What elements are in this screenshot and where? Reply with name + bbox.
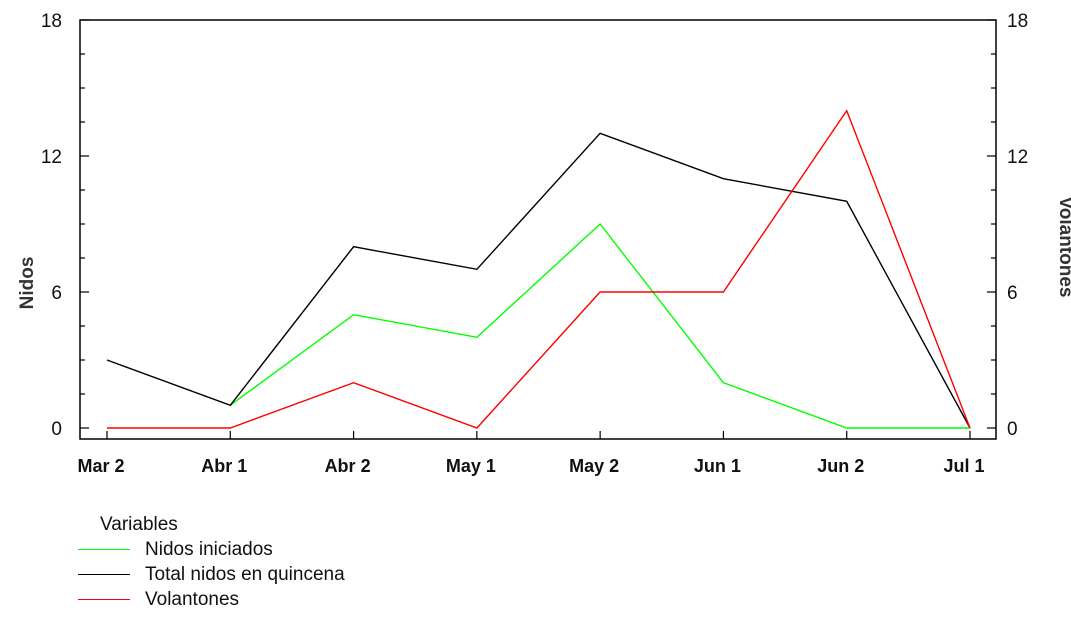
y2-tick-label: 12	[1007, 147, 1028, 168]
legend-swatch-nidos-iniciados	[78, 549, 130, 550]
legend-label: Nidos iniciados	[145, 539, 273, 560]
y-tick-label: 6	[51, 283, 62, 304]
series-line-1	[229, 222, 970, 429]
legend-item: Total nidos en quincena	[78, 562, 345, 587]
axis-ticks	[80, 19, 996, 439]
y2-axis-title: Volantones	[1055, 197, 1071, 298]
legend: Variables Nidos iniciados Total nidos en…	[78, 513, 345, 612]
legend-item: Volantones	[78, 587, 345, 612]
legend-swatch-volantones	[78, 599, 130, 600]
x-tick-label: May 1	[446, 456, 496, 476]
y2-tick-labels: 0 6 12 18	[1007, 11, 1028, 440]
y-axis-title: Nidos	[17, 257, 38, 310]
y2-tick-label: 6	[1007, 283, 1018, 304]
legend-item: Nidos iniciados	[78, 537, 345, 562]
legend-label: Total nidos en quincena	[145, 564, 345, 585]
y-tick-label: 0	[51, 419, 62, 440]
y-tick-label: 12	[41, 147, 62, 168]
y2-tick-label: 0	[1007, 419, 1018, 440]
x-tick-label: Jul 1	[943, 456, 984, 476]
y2-tick-label: 18	[1007, 11, 1028, 32]
x-tick-label: Jun 2	[817, 456, 864, 476]
x-tick-labels: Mar 2 Abr 1 Abr 2 May 1 May 2 Jun 1 Jun 2 Jul 1	[77, 456, 984, 476]
x-tick-label: Abr 2	[325, 456, 371, 476]
plot-frame	[79, 19, 997, 440]
series-lines	[106, 109, 971, 429]
x-tick-label: May 2	[569, 456, 619, 476]
legend-label: Volantones	[145, 589, 240, 610]
series-line-2	[106, 132, 971, 429]
legend-title: Variables	[100, 514, 178, 535]
y-tick-label: 18	[41, 11, 62, 32]
legend-swatch-total-nidos	[78, 574, 130, 575]
y-tick-labels: 0 6 12 18	[41, 11, 62, 440]
x-tick-label: Mar 2	[77, 456, 124, 476]
series-line-3	[107, 109, 971, 429]
x-tick-label: Abr 1	[201, 456, 247, 476]
x-tick-label: Jun 1	[694, 456, 741, 476]
